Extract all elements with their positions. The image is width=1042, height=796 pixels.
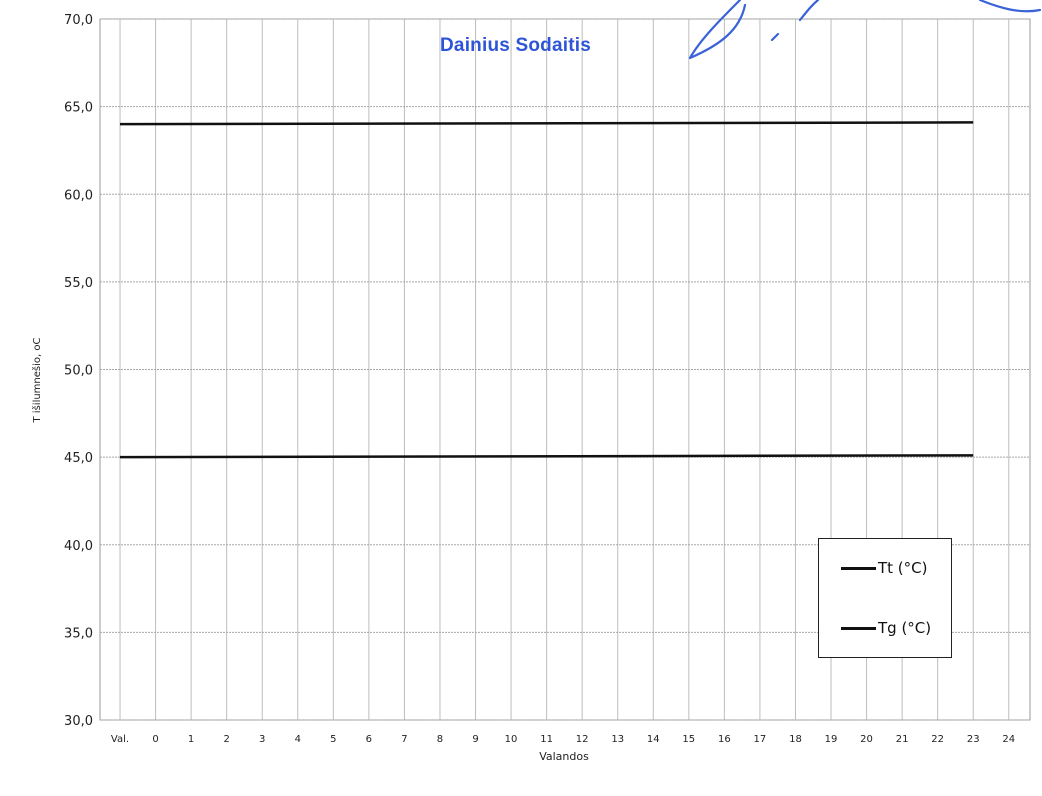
x-axis-label: Valandos xyxy=(539,750,589,763)
x-tick-label: 24 xyxy=(1002,734,1015,745)
x-tick-label: 11 xyxy=(540,734,553,745)
x-tick-label: 6 xyxy=(366,734,372,745)
x-tick-label: 4 xyxy=(295,734,301,745)
legend-item-tt: Tt (°C) xyxy=(841,559,928,577)
legend: Tt (°C) Tg (°C) xyxy=(818,538,952,658)
legend-swatch-tt xyxy=(841,566,876,570)
x-tick-label: 18 xyxy=(789,734,802,745)
x-tick-label: 21 xyxy=(896,734,909,745)
series-line-tt xyxy=(119,121,974,126)
x-axis: Val. 0 1 2 3 4 5 6 7 8 9 10 11 12 13 14 15 16 17 18 19 20 21 22… xyxy=(111,734,1015,745)
series-group xyxy=(119,121,974,459)
x-tick-label: 9 xyxy=(472,734,478,745)
x-tick-label: 0 xyxy=(152,734,158,745)
y-tick-label: 35,0 xyxy=(64,626,93,641)
y-tick-label: 30,0 xyxy=(64,714,93,729)
y-tick-label: 70,0 xyxy=(64,13,93,28)
x-tick-label: 7 xyxy=(401,734,407,745)
y-tick-label: 45,0 xyxy=(64,451,93,466)
signature-name: Dainius Sodaitis xyxy=(440,35,592,56)
x-tick-label: 23 xyxy=(967,734,980,745)
legend-item-tg: Tg (°C) xyxy=(841,619,931,637)
x-tick-label: 15 xyxy=(682,734,695,745)
y-axis: 30,0 35,0 40,0 45,0 50,0 55,0 60,0 65,0 70,0 xyxy=(64,13,93,729)
x-tick-label: 17 xyxy=(754,734,767,745)
y-tick-label: 40,0 xyxy=(64,539,93,554)
x-tick-label: 13 xyxy=(611,734,624,745)
x-tick-label: 1 xyxy=(188,734,194,745)
x-tick-label: Val. xyxy=(111,734,129,745)
x-tick-label: 16 xyxy=(718,734,731,745)
x-tick-label: 22 xyxy=(931,734,944,745)
legend-swatch-tg xyxy=(841,626,876,630)
x-tick-label: 2 xyxy=(223,734,229,745)
x-tick-label: 8 xyxy=(437,734,443,745)
x-tick-label: 14 xyxy=(647,734,660,745)
x-tick-label: 12 xyxy=(576,734,589,745)
x-tick-label: 5 xyxy=(330,734,336,745)
x-tick-label: 10 xyxy=(505,734,518,745)
legend-label-tg: Tg (°C) xyxy=(878,619,932,637)
legend-label-tt: Tt (°C) xyxy=(878,559,928,577)
x-tick-label: 20 xyxy=(860,734,873,745)
x-tick-label: 19 xyxy=(825,734,838,745)
y-tick-label: 50,0 xyxy=(64,364,93,379)
y-tick-label: 60,0 xyxy=(64,188,93,203)
x-tick-label: 3 xyxy=(259,734,265,745)
y-tick-label: 55,0 xyxy=(64,276,93,291)
y-axis-label: T išilumnešio, oC xyxy=(31,338,43,424)
series-line-tg xyxy=(119,454,974,459)
y-tick-label: 65,0 xyxy=(64,101,93,116)
